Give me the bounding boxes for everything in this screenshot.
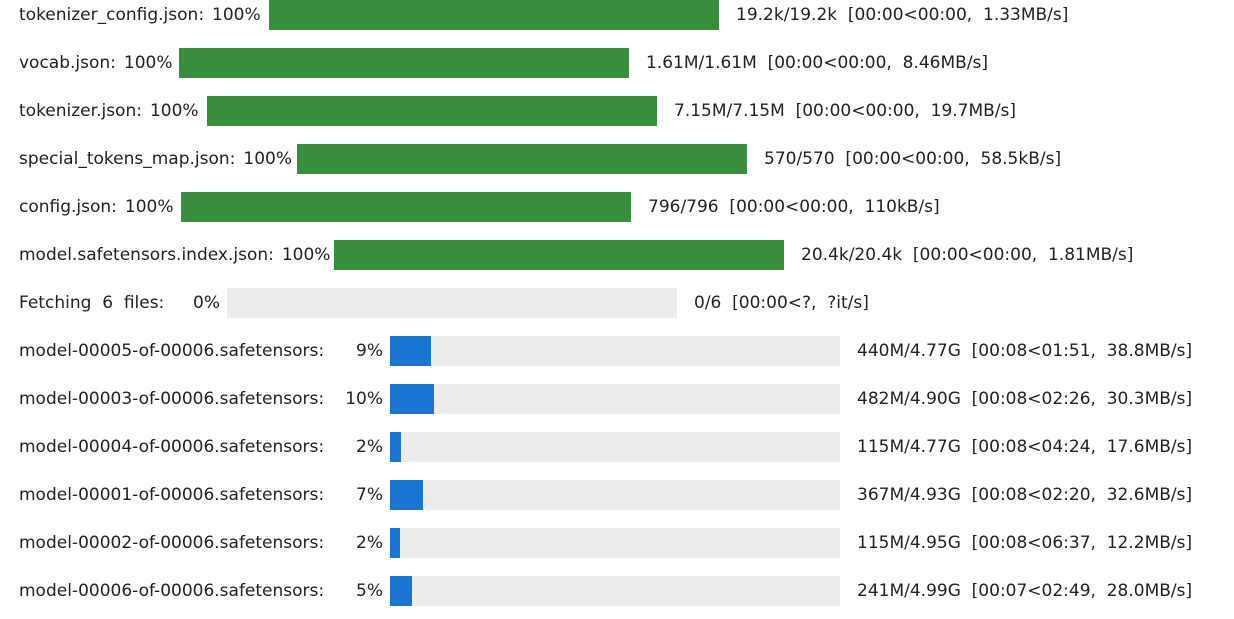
progress-track	[334, 240, 784, 270]
progress-percent: 0%	[193, 293, 220, 313]
progress-row-model-00004-of-00006-safetensors: model-00004-of-00006.safetensors: 2% 115M/…	[0, 432, 1234, 462]
progress-percent: 10%	[345, 389, 383, 409]
progress-label: model-00002-of-00006.safetensors:	[19, 533, 325, 553]
progress-percent: 2%	[356, 533, 383, 553]
progress-label: model-00005-of-00006.safetensors:	[19, 341, 325, 361]
progress-fill	[207, 96, 657, 126]
progress-row-model-00006-of-00006-safetensors: model-00006-of-00006.safetensors: 5% 241M/…	[0, 576, 1234, 606]
progress-row-tokenizer-json: tokenizer.json: 100% 7.15M/7.15M [00:00<00…	[0, 96, 1234, 126]
progress-row-config-json: config.json: 100% 796/796 [00:00<00:00, 11…	[0, 192, 1234, 222]
progress-label: tokenizer.json:	[19, 101, 142, 121]
progress-percent: 100%	[123, 53, 173, 73]
progress-row-model-safetensors-index-json: model.safetensors.index.json: 100% 20.4k/2…	[0, 240, 1234, 270]
progress-track	[269, 0, 719, 30]
progress-row-special-tokens-map-json: special_tokens_map.json: 100% 570/570 [00:…	[0, 144, 1234, 174]
progress-label: config.json:	[19, 197, 117, 217]
progress-fill	[390, 432, 401, 462]
progress-percent: 100%	[212, 5, 261, 25]
progress-track	[390, 576, 840, 606]
progress-stats: 241M/4.99G [00:07<02:49, 28.0MB/s]	[857, 581, 1193, 601]
progress-label: model-00003-of-00006.safetensors:	[19, 389, 325, 409]
progress-stats: 1.61M/1.61M [00:00<00:00, 8.46MB/s]	[646, 53, 989, 73]
progress-row-model-00003-of-00006-safetensors: model-00003-of-00006.safetensors: 10% 482M…	[0, 384, 1234, 414]
progress-label: model-00006-of-00006.safetensors:	[19, 581, 325, 601]
progress-stats: 796/796 [00:00<00:00, 110kB/s]	[648, 197, 940, 217]
progress-fill	[390, 576, 412, 606]
progress-track	[227, 288, 677, 318]
progress-row-fetching-files: Fetching 6 files: 0% 0/6 [00:00<?, ?it/s]	[0, 288, 1234, 318]
progress-track	[390, 432, 840, 462]
progress-percent: 100%	[124, 197, 174, 217]
progress-label: Fetching 6 files:	[19, 293, 165, 313]
progress-fill	[269, 0, 719, 30]
progress-stats: 367M/4.93G [00:08<02:20, 32.6MB/s]	[857, 485, 1193, 505]
progress-track	[207, 96, 657, 126]
progress-track	[181, 192, 631, 222]
progress-fill	[297, 144, 747, 174]
progress-stats: 19.2k/19.2k [00:00<00:00, 1.33MB/s]	[736, 5, 1069, 25]
progress-fill	[334, 240, 784, 270]
progress-percent: 100%	[149, 101, 199, 121]
progress-label: model.safetensors.index.json:	[19, 245, 274, 265]
progress-stats: 20.4k/20.4k [00:00<00:00, 1.81MB/s]	[801, 245, 1134, 265]
progress-row-vocab-json: vocab.json: 100% 1.61M/1.61M [00:00<00:00,…	[0, 48, 1234, 78]
progress-percent: 5%	[356, 581, 383, 601]
progress-percent: 7%	[356, 485, 383, 505]
progress-row-tokenizer-config-json: tokenizer_config.json: 100% 19.2k/19.2k [0…	[0, 0, 1234, 30]
progress-fill	[390, 336, 431, 366]
progress-percent: 9%	[356, 341, 383, 361]
progress-label: vocab.json:	[19, 53, 116, 73]
progress-stats: 115M/4.77G [00:08<04:24, 17.6MB/s]	[857, 437, 1193, 457]
progress-fill	[390, 480, 423, 510]
progress-stats: 7.15M/7.15M [00:00<00:00, 19.7MB/s]	[674, 101, 1017, 121]
progress-track	[390, 480, 840, 510]
progress-percent: 100%	[243, 149, 292, 169]
progress-stats: 0/6 [00:00<?, ?it/s]	[694, 293, 869, 313]
progress-row-model-00002-of-00006-safetensors: model-00002-of-00006.safetensors: 2% 115M/…	[0, 528, 1234, 558]
progress-fill	[390, 528, 400, 558]
progress-row-model-00001-of-00006-safetensors: model-00001-of-00006.safetensors: 7% 367M/…	[0, 480, 1234, 510]
progress-percent: 100%	[281, 245, 331, 265]
progress-stats: 570/570 [00:00<00:00, 58.5kB/s]	[764, 149, 1062, 169]
progress-track	[297, 144, 747, 174]
progress-fill	[390, 384, 434, 414]
progress-stats: 115M/4.95G [00:08<06:37, 12.2MB/s]	[857, 533, 1193, 553]
progress-label: special_tokens_map.json:	[19, 149, 236, 169]
progress-percent: 2%	[356, 437, 383, 457]
progress-label: model-00004-of-00006.safetensors:	[19, 437, 325, 457]
progress-stats: 440M/4.77G [00:08<01:51, 38.8MB/s]	[857, 341, 1193, 361]
progress-label: tokenizer_config.json:	[19, 5, 205, 25]
progress-row-model-00005-of-00006-safetensors: model-00005-of-00006.safetensors: 9% 440M/…	[0, 336, 1234, 366]
progress-track	[179, 48, 629, 78]
progress-track	[390, 384, 840, 414]
progress-label: model-00001-of-00006.safetensors:	[19, 485, 325, 505]
progress-track	[390, 336, 840, 366]
progress-fill	[181, 192, 631, 222]
progress-stats: 482M/4.90G [00:08<02:26, 30.3MB/s]	[857, 389, 1193, 409]
progress-track	[390, 528, 840, 558]
progress-fill	[179, 48, 629, 78]
